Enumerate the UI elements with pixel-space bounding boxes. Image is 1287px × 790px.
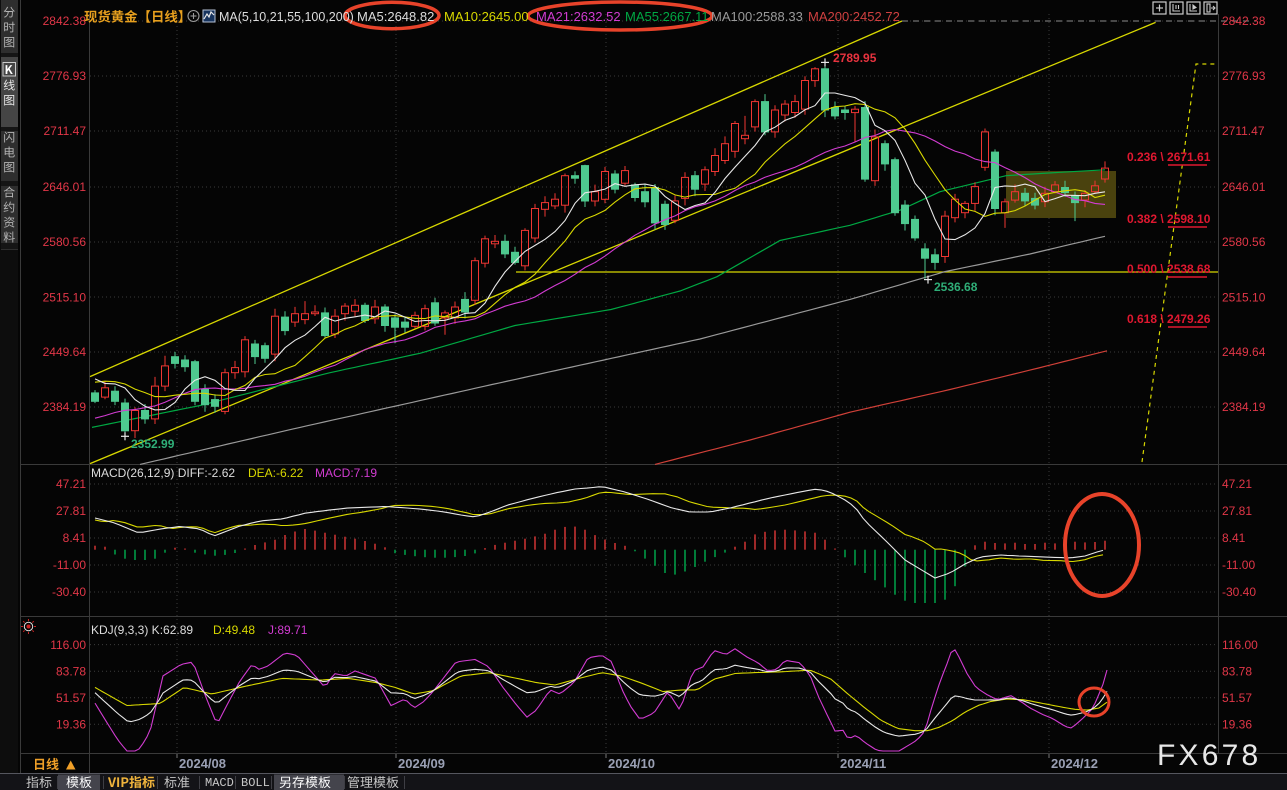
svg-text:2646.01: 2646.01 bbox=[1222, 180, 1266, 194]
svg-text:2536.68: 2536.68 bbox=[934, 280, 978, 294]
svg-text:83.78: 83.78 bbox=[1222, 664, 1252, 678]
svg-text:KDJ(9,3,3) K:62.89: KDJ(9,3,3) K:62.89 bbox=[91, 623, 193, 637]
svg-text:47.21: 47.21 bbox=[1222, 477, 1252, 491]
svg-text:MA5:2648.82: MA5:2648.82 bbox=[357, 9, 434, 24]
svg-text:47.21: 47.21 bbox=[56, 477, 86, 491]
svg-text:-11.00: -11.00 bbox=[53, 558, 86, 572]
svg-text:2024/10: 2024/10 bbox=[608, 756, 655, 771]
svg-text:J:89.71: J:89.71 bbox=[268, 623, 308, 637]
svg-text:2515.10: 2515.10 bbox=[1222, 291, 1266, 305]
svg-text:51.57: 51.57 bbox=[56, 691, 86, 705]
svg-text:27.81: 27.81 bbox=[56, 504, 86, 518]
svg-text:2384.19: 2384.19 bbox=[43, 400, 87, 414]
svg-text:MA(5,10,21,55,100,200): MA(5,10,21,55,100,200) bbox=[219, 10, 354, 24]
svg-text:DEA:-6.22: DEA:-6.22 bbox=[248, 466, 304, 480]
svg-text:2646.01: 2646.01 bbox=[43, 180, 87, 194]
svg-text:MACD: MACD bbox=[205, 776, 234, 790]
svg-text:-11.00: -11.00 bbox=[1222, 558, 1255, 572]
svg-text:MACD:7.19: MACD:7.19 bbox=[315, 466, 377, 480]
svg-text:8.41: 8.41 bbox=[63, 531, 87, 545]
svg-text:2024/11: 2024/11 bbox=[840, 756, 886, 771]
svg-text:2024/12: 2024/12 bbox=[1051, 756, 1098, 771]
svg-text:2842.38: 2842.38 bbox=[1222, 14, 1266, 28]
svg-text:2711.47: 2711.47 bbox=[44, 124, 87, 138]
svg-text:2515.10: 2515.10 bbox=[43, 291, 87, 305]
svg-text:MA100:2588.33: MA100:2588.33 bbox=[711, 9, 803, 24]
svg-text:2842.38: 2842.38 bbox=[43, 14, 87, 28]
svg-text:2384.19: 2384.19 bbox=[1222, 400, 1266, 414]
svg-text:D:49.48: D:49.48 bbox=[213, 623, 255, 637]
svg-text:MACD(26,12,9) DIFF:-2.62: MACD(26,12,9) DIFF:-2.62 bbox=[91, 466, 235, 480]
svg-text:2352.99: 2352.99 bbox=[131, 437, 175, 451]
svg-text:2024/09: 2024/09 bbox=[398, 756, 445, 771]
svg-text:8.41: 8.41 bbox=[1222, 531, 1246, 545]
svg-text:2776.93: 2776.93 bbox=[43, 69, 87, 83]
svg-text:0.500 \ 2538.68: 0.500 \ 2538.68 bbox=[1127, 262, 1211, 276]
svg-text:2449.64: 2449.64 bbox=[43, 345, 87, 359]
svg-text:0.382 \ 2598.10: 0.382 \ 2598.10 bbox=[1127, 212, 1211, 226]
svg-text:0.618 \ 2479.26: 0.618 \ 2479.26 bbox=[1127, 312, 1211, 326]
svg-text:BOLL: BOLL bbox=[241, 776, 270, 790]
svg-text:27.81: 27.81 bbox=[1222, 504, 1252, 518]
svg-text:0.236 \ 2671.61: 0.236 \ 2671.61 bbox=[1127, 150, 1211, 164]
svg-text:-30.40: -30.40 bbox=[52, 585, 86, 599]
svg-text:2776.93: 2776.93 bbox=[1222, 69, 1266, 83]
svg-text:-30.40: -30.40 bbox=[1222, 585, 1256, 599]
svg-text:MA55:2667.11: MA55:2667.11 bbox=[625, 9, 709, 24]
svg-text:83.78: 83.78 bbox=[56, 664, 86, 678]
svg-text:FX678: FX678 bbox=[1157, 739, 1261, 772]
svg-text:MA10:2645.00: MA10:2645.00 bbox=[444, 9, 529, 24]
svg-text:2024/08: 2024/08 bbox=[179, 756, 226, 771]
svg-text:MA21:2632.52: MA21:2632.52 bbox=[536, 9, 621, 24]
svg-text:51.57: 51.57 bbox=[1222, 691, 1252, 705]
svg-text:2711.47: 2711.47 bbox=[1222, 124, 1265, 138]
svg-text:2789.95: 2789.95 bbox=[833, 51, 877, 65]
svg-text:2580.56: 2580.56 bbox=[1222, 235, 1266, 249]
svg-text:116.00: 116.00 bbox=[50, 638, 86, 652]
svg-text:116.00: 116.00 bbox=[1222, 638, 1258, 652]
svg-text:2449.64: 2449.64 bbox=[1222, 345, 1266, 359]
svg-text:19.36: 19.36 bbox=[56, 717, 86, 731]
svg-text:2580.56: 2580.56 bbox=[43, 235, 87, 249]
svg-text:MA200:2452.72: MA200:2452.72 bbox=[808, 9, 900, 24]
svg-text:19.36: 19.36 bbox=[1222, 717, 1252, 731]
